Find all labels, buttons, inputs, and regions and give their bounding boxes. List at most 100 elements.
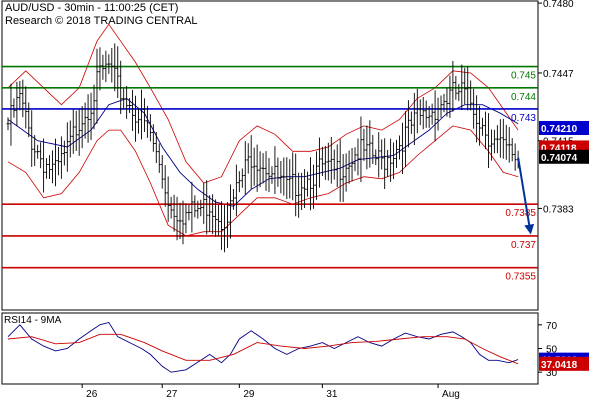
- price-bar: [329, 137, 333, 184]
- price-badge-label: 0.74074: [541, 153, 578, 164]
- price-bar: [303, 169, 306, 208]
- price-bar: [62, 140, 66, 166]
- price-bar: [409, 111, 413, 134]
- x-tick-label: Aug: [442, 389, 460, 400]
- price-bar: [252, 147, 256, 186]
- price-bar: [395, 139, 398, 168]
- main-plot-frame: [1, 0, 539, 311]
- price-bar: [202, 182, 206, 224]
- price-bar: [463, 67, 467, 105]
- price-bar: [140, 89, 143, 140]
- price-bar: [21, 79, 25, 118]
- price-bar: [196, 200, 200, 219]
- rsi-badge-bg: [539, 356, 589, 371]
- price-bar: [77, 109, 81, 156]
- price-bar: [267, 157, 271, 193]
- price-bar: [125, 86, 129, 119]
- price-bar: [315, 151, 318, 200]
- price-bar: [110, 47, 114, 83]
- price-bar: [451, 60, 455, 112]
- level-label: 0.737: [511, 240, 536, 251]
- price-bar: [472, 88, 476, 129]
- price-bar: [12, 98, 16, 118]
- price-bar: [398, 135, 401, 160]
- price-bar: [436, 97, 440, 131]
- x-tick-label: 26: [86, 389, 98, 400]
- price-bar: [404, 111, 407, 168]
- price-bar: [368, 120, 372, 168]
- price-bar: [279, 160, 283, 194]
- price-bar: [300, 172, 304, 210]
- rsi-ma-line: [7, 333, 519, 365]
- price-badge: 0.74074: [539, 149, 589, 164]
- price-bar: [237, 171, 241, 193]
- price-bar: [89, 92, 93, 141]
- price-bar: [181, 200, 185, 245]
- level-label: 0.745: [511, 71, 536, 82]
- price-bar: [86, 94, 90, 143]
- price-bar: [344, 153, 348, 192]
- price-bar: [362, 128, 366, 161]
- price-bar: [412, 92, 416, 146]
- price-bar: [350, 147, 354, 182]
- price-bar: [54, 138, 57, 187]
- level-label: 0.743: [511, 113, 536, 124]
- price-bar: [353, 147, 357, 172]
- price-bar: [184, 203, 188, 234]
- price-bar: [243, 141, 247, 195]
- price-bar: [383, 138, 387, 189]
- rsi-y-tick-label: 50: [546, 345, 558, 356]
- price-bar: [6, 117, 10, 131]
- price-bar: [59, 136, 63, 179]
- price-bar: [365, 125, 369, 170]
- price-bar: [424, 100, 428, 128]
- price-bar: [51, 150, 54, 184]
- price-bar: [392, 142, 395, 180]
- price-bar: [466, 66, 470, 111]
- price-bar: [249, 135, 253, 189]
- price-bar: [495, 125, 499, 154]
- price-bar: [143, 98, 146, 133]
- price-bar: [33, 135, 37, 166]
- price-bar: [306, 171, 309, 197]
- price-bar: [131, 89, 134, 131]
- rsi-line: [7, 321, 519, 373]
- price-bar: [270, 166, 274, 184]
- price-bar: [113, 43, 117, 92]
- price-bar: [356, 138, 360, 176]
- price-bar: [338, 139, 342, 202]
- price-bar: [163, 165, 167, 207]
- price-bar: [27, 102, 31, 138]
- price-bar: [493, 129, 496, 154]
- price-bar: [172, 194, 176, 232]
- price-bar: [255, 144, 259, 192]
- price-bar: [229, 184, 232, 239]
- price-bar: [273, 146, 277, 195]
- price-bar: [323, 145, 327, 180]
- price-bar: [151, 124, 155, 152]
- price-bar: [481, 117, 484, 136]
- price-bar: [445, 88, 449, 117]
- price-bar: [415, 88, 419, 134]
- price-bar: [104, 50, 108, 83]
- price-bar: [427, 105, 431, 128]
- price-bar: [359, 116, 363, 183]
- price-bar: [510, 138, 514, 162]
- price-bar: [98, 47, 102, 91]
- price-bar: [264, 151, 268, 191]
- price-bar: [484, 111, 487, 150]
- price-bar: [513, 143, 517, 171]
- price-bar: [220, 201, 223, 250]
- price-bar: [211, 194, 215, 235]
- price-bar: [71, 109, 75, 154]
- price-bar: [386, 149, 390, 177]
- price-bar: [332, 149, 336, 180]
- price-bar: [137, 108, 140, 134]
- price-bar: [95, 48, 99, 124]
- price-bar: [107, 54, 111, 74]
- chart-title: AUD/USD - 30min - 11:00:25 (CET): [5, 2, 178, 14]
- price-bar: [199, 199, 203, 217]
- y-tick-label: 0.7447: [543, 69, 574, 80]
- price-bar: [24, 86, 28, 129]
